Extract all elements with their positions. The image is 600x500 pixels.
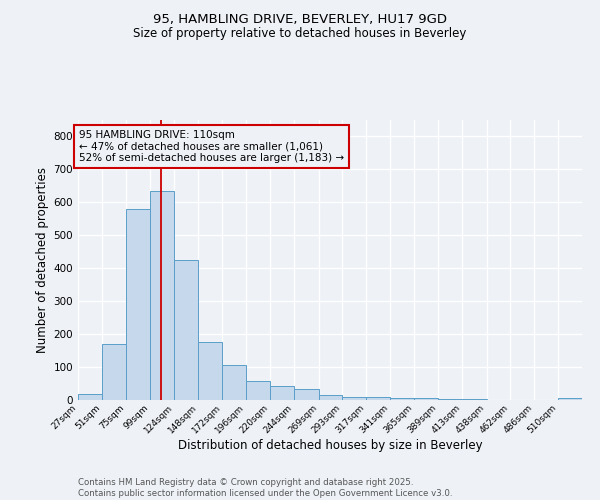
Bar <box>319 395 343 400</box>
Bar <box>438 399 462 400</box>
Bar <box>343 396 366 400</box>
Text: Contains HM Land Registry data © Crown copyright and database right 2025.
Contai: Contains HM Land Registry data © Crown c… <box>78 478 452 498</box>
Bar <box>175 260 198 400</box>
Bar <box>558 398 582 400</box>
Bar <box>390 398 414 400</box>
Bar <box>126 209 149 400</box>
Bar <box>270 386 294 400</box>
Bar <box>198 342 222 400</box>
Bar <box>294 390 319 400</box>
Bar <box>414 398 438 400</box>
Text: 95, HAMBLING DRIVE, BEVERLEY, HU17 9GD: 95, HAMBLING DRIVE, BEVERLEY, HU17 9GD <box>153 12 447 26</box>
Y-axis label: Number of detached properties: Number of detached properties <box>37 167 49 353</box>
Bar <box>78 394 102 400</box>
X-axis label: Distribution of detached houses by size in Beverley: Distribution of detached houses by size … <box>178 439 482 452</box>
Bar <box>102 344 126 400</box>
Bar <box>246 381 270 400</box>
Bar <box>149 191 175 400</box>
Text: Size of property relative to detached houses in Beverley: Size of property relative to detached ho… <box>133 28 467 40</box>
Bar <box>222 366 246 400</box>
Text: 95 HAMBLING DRIVE: 110sqm
← 47% of detached houses are smaller (1,061)
52% of se: 95 HAMBLING DRIVE: 110sqm ← 47% of detac… <box>79 130 344 163</box>
Bar <box>366 398 390 400</box>
